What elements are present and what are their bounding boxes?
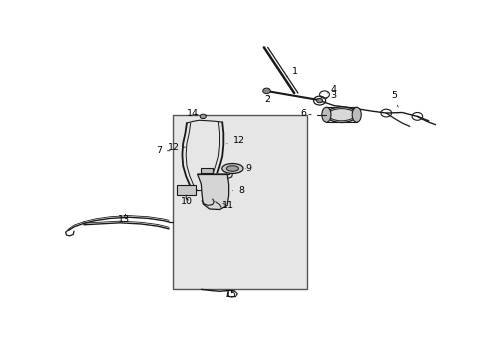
Text: 13: 13 [117,214,129,224]
Bar [176,185,195,195]
Text: 10: 10 [181,197,193,206]
Circle shape [316,98,322,103]
Ellipse shape [222,163,243,174]
Circle shape [262,88,270,94]
FancyBboxPatch shape [173,115,307,288]
Polygon shape [197,174,228,210]
Text: 11: 11 [222,201,233,210]
Text: 3: 3 [325,91,336,100]
Ellipse shape [321,107,330,122]
Bar [326,107,356,122]
Text: 1: 1 [286,67,298,76]
Ellipse shape [326,107,356,122]
Text: 15: 15 [224,291,236,300]
Text: 12: 12 [168,143,185,152]
Text: 7: 7 [156,146,170,155]
Text: 5: 5 [390,91,397,107]
Text: 14: 14 [186,109,199,118]
Ellipse shape [351,107,361,122]
Text: 4: 4 [326,85,336,94]
Text: 9: 9 [245,164,251,173]
Polygon shape [200,168,212,174]
Text: 6: 6 [299,109,311,118]
Circle shape [200,114,206,118]
Ellipse shape [226,166,238,171]
Text: 12: 12 [226,136,244,145]
Text: 8: 8 [232,186,244,195]
Text: 2: 2 [264,95,270,104]
